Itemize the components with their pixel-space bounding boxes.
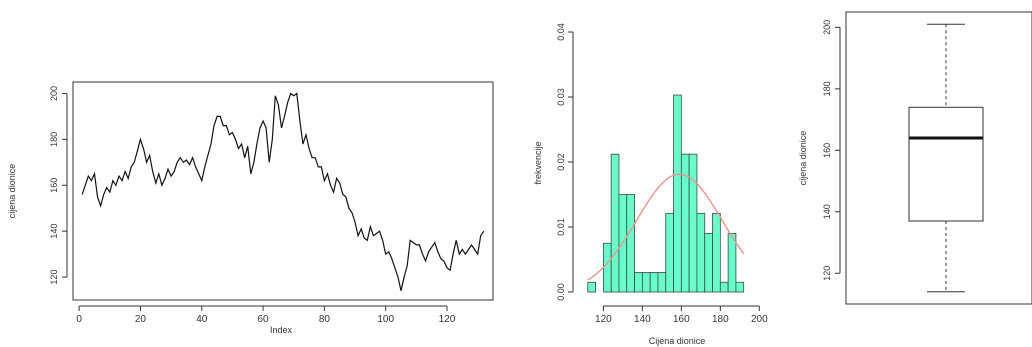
histogram-bar <box>602 242 612 293</box>
histogram-bar <box>727 233 737 293</box>
line-y-tick-label: 120 <box>49 270 59 285</box>
box-plot-frame <box>845 11 1032 305</box>
histogram-bar <box>665 212 674 293</box>
line-x-tick-label: 120 <box>439 314 456 325</box>
line-x-tick-label: 40 <box>196 314 208 325</box>
price-series-line <box>81 92 485 291</box>
line-plot-frame <box>72 81 494 301</box>
line-x-tick-label: 100 <box>377 314 394 325</box>
line-x-tick-label: 20 <box>135 314 147 325</box>
hist-x-tick-label: 200 <box>751 314 768 325</box>
hist-y-axis-label: frekvencije <box>533 141 543 184</box>
line-x-tick-label: 0 <box>76 314 82 325</box>
box-y-tick-label: 160 <box>822 143 832 158</box>
histogram-bar <box>587 281 596 293</box>
histogram-bar <box>626 194 635 293</box>
hist-x-tick-label: 120 <box>595 314 612 325</box>
histogram-panel: 120 140 160 180 200 0.00 0.01 0.02 0.03 0.04 Cije… <box>533 23 768 346</box>
hist-y-tick-label: 0.04 <box>556 23 566 41</box>
hist-x-tick-label: 180 <box>712 314 729 325</box>
histogram-bar <box>735 281 745 293</box>
box-y-axis-label: cijena dionice <box>798 131 808 186</box>
box-y-tick-label: 200 <box>822 20 832 35</box>
hist-x-axis-label: Cijena dionice <box>649 336 706 346</box>
hist-y-tick-label: 0.03 <box>556 88 566 106</box>
line-y-tick-label: 200 <box>49 86 59 101</box>
histogram-bar <box>649 272 659 293</box>
hist-y-tick-label: 0.00 <box>556 283 566 301</box>
histogram-bar <box>610 153 620 293</box>
hist-y-tick-label: 0.01 <box>556 218 566 236</box>
box-y-tick-label: 120 <box>822 266 832 281</box>
line-x-axis-label: Index <box>270 325 293 335</box>
histogram-bar <box>712 212 721 293</box>
box-y-tick-label: 180 <box>822 81 832 96</box>
hist-x-tick-label: 140 <box>634 314 651 325</box>
boxplot-panel: 120 140 160 180 200 cijena dionice <box>798 11 1032 305</box>
histogram-bar <box>641 272 651 293</box>
interquartile-box <box>908 106 984 222</box>
line-x-tick-label: 80 <box>319 314 331 325</box>
line-x-tick-label: 60 <box>258 314 270 325</box>
line-chart-panel: 0 20 40 60 80 100 120 120 140 160 180 200 Index cij… <box>7 81 494 335</box>
line-y-tick-label: 180 <box>49 132 59 147</box>
box-y-tick-label: 140 <box>822 204 832 219</box>
line-y-tick-label: 140 <box>49 224 59 239</box>
histogram-bar <box>657 272 667 293</box>
line-y-axis-label: cijena dionice <box>7 164 17 219</box>
hist-y-tick-label: 0.02 <box>556 153 566 171</box>
line-y-tick-label: 160 <box>49 178 59 193</box>
hist-x-tick-label: 160 <box>673 314 690 325</box>
normal-density-curve <box>587 173 745 281</box>
histogram-bar <box>696 212 706 293</box>
histogram-bar <box>688 153 698 293</box>
histogram-bar <box>704 233 713 293</box>
histogram-bar <box>634 272 643 293</box>
histogram-bar <box>673 94 682 293</box>
histogram-bar <box>719 281 729 293</box>
